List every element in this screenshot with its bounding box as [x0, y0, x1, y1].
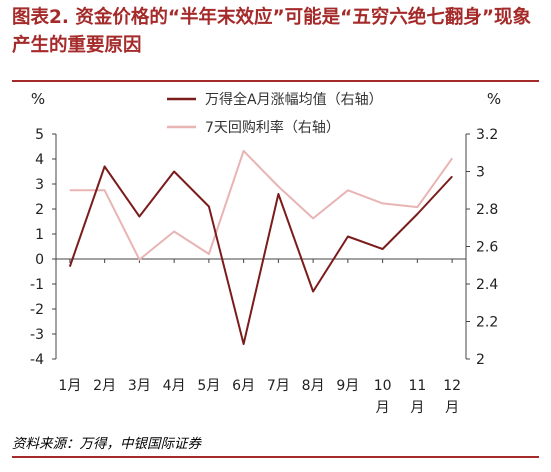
data-point [243, 150, 245, 152]
data-point [69, 266, 71, 267]
title-divider [12, 80, 539, 82]
data-point [277, 193, 279, 195]
x-tick-label-line: 10 [374, 378, 392, 394]
x-tick-label-line: 12 [443, 378, 461, 394]
data-point [416, 206, 418, 208]
legend: 万得全A月涨幅均值（右轴） 7天回购利率（右轴） [167, 91, 383, 136]
legend-label: 万得全A月涨幅均值（右轴） [205, 91, 383, 108]
x-tick-label: 7月 [267, 378, 290, 394]
x-tick-label: 5月 [197, 378, 220, 394]
legend-label: 7天回购利率（右轴） [205, 119, 340, 136]
data-point [382, 202, 384, 204]
source-note: 资料来源：万得，中银国际证券 [12, 436, 201, 452]
x-tick-label: 4月 [163, 378, 186, 394]
right-tick-label: 2.8 [476, 202, 498, 218]
data-point [382, 248, 384, 250]
left-tick-label: 4 [35, 152, 44, 168]
data-point [173, 171, 175, 172]
x-tick-label: 9月 [336, 378, 359, 394]
x-tick-label: 8月 [302, 378, 325, 394]
data-point [451, 157, 453, 159]
x-tick-label: 10 月 [374, 378, 392, 416]
left-tick-label: -1 [30, 277, 44, 293]
left-tick-label: 2 [35, 202, 44, 218]
bottom-divider [12, 456, 539, 458]
data-point [208, 253, 210, 255]
series-line [68, 165, 453, 345]
x-tick-label: 12 月 [443, 378, 461, 416]
x-tick-label-line: 月 [376, 400, 390, 416]
data-point [138, 259, 140, 261]
right-axis-unit: % [487, 90, 501, 108]
data-point [138, 216, 140, 217]
data-point [312, 291, 314, 292]
right-tick-label: 2.2 [476, 315, 498, 331]
left-tick-label: -3 [30, 327, 44, 343]
data-point [347, 189, 349, 191]
data-point [104, 189, 106, 191]
left-tick-label: -2 [30, 302, 44, 318]
figure-title: 图表2. 资金价格的“半年末效应”可能是“五穷六绝七翻身”现象产生的重要原因 [12, 7, 531, 56]
series-line [69, 149, 453, 261]
left-tick-label: 3 [35, 177, 44, 193]
data-point [277, 186, 279, 187]
x-tick-label-line: 11 [408, 378, 426, 394]
x-tick-label: 3月 [128, 378, 151, 394]
data-point [451, 176, 453, 177]
left-tick-label: 0 [35, 252, 44, 268]
data-point [208, 206, 210, 207]
data-point [104, 166, 106, 167]
right-tick-label: 2.4 [476, 277, 498, 293]
left-tick-label: -4 [30, 352, 44, 368]
data-point [312, 217, 314, 219]
left-tick-label: 5 [35, 127, 44, 143]
left-tick-label: 1 [35, 227, 44, 243]
right-tick-label: 3.2 [476, 127, 498, 143]
data-point [243, 343, 245, 345]
right-tick-label: 2 [476, 352, 485, 368]
left-axis-unit: % [31, 90, 45, 108]
right-tick-label: 3 [476, 165, 485, 181]
x-tick-label: 6月 [232, 378, 255, 394]
data-point [173, 231, 175, 232]
x-tick-label-line: 月 [445, 400, 459, 416]
x-tick-label: 1月 [58, 378, 81, 394]
x-tick-label: 11 月 [408, 378, 426, 416]
right-tick-label: 2.6 [476, 240, 498, 256]
x-tick-label: 2月 [93, 378, 116, 394]
x-tick-label-line: 月 [410, 400, 424, 416]
series-lines [68, 149, 453, 345]
data-point [347, 236, 349, 237]
data-point [416, 213, 418, 215]
data-point [69, 189, 71, 191]
